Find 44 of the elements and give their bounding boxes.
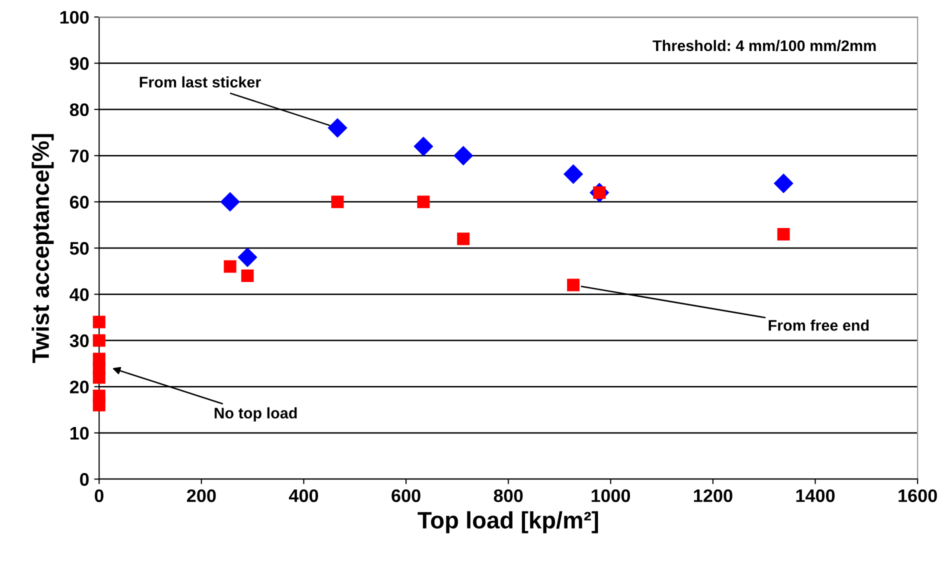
- annotation: No top load: [214, 407, 297, 422]
- y-tick-label: 80: [70, 103, 89, 116]
- point: [774, 174, 794, 193]
- y-axis-title: Twist acceptance[%]: [32, 134, 54, 364]
- annotation: From last sticker: [140, 76, 261, 88]
- x-tick-label: 1400: [796, 489, 835, 502]
- point: [417, 196, 430, 208]
- point: [564, 164, 583, 184]
- annotation: Threshold: 4 mm/100 mm/2mm: [652, 40, 876, 52]
- y-tick-label: 70: [70, 150, 89, 162]
- point: [454, 146, 473, 166]
- x-tick-label: 600: [392, 489, 420, 502]
- point: [777, 228, 790, 240]
- x-tick-label: 200: [186, 489, 216, 502]
- point: [92, 398, 106, 412]
- point: [457, 232, 470, 246]
- x-tick-label: 0: [94, 489, 104, 502]
- y-tick-label: 50: [70, 242, 89, 255]
- y-tick-label: 20: [70, 380, 89, 394]
- point: [92, 371, 106, 384]
- x-tick-label: 400: [288, 489, 318, 502]
- point: [331, 196, 344, 208]
- point: [567, 278, 580, 292]
- point: [92, 334, 106, 347]
- y-tick-label: 30: [70, 334, 89, 348]
- point: [224, 260, 236, 273]
- x-tick-label: 1200: [694, 489, 732, 502]
- point: [238, 248, 257, 267]
- y-tick-label: 100: [60, 10, 89, 24]
- y-tick-label: 60: [70, 196, 89, 209]
- point: [241, 270, 254, 282]
- x-tick-label: 800: [494, 489, 523, 502]
- x-tick-label: 1600: [898, 489, 937, 502]
- y-tick-label: 90: [70, 57, 89, 70]
- point: [328, 118, 348, 138]
- x-tick-label: 1000: [592, 489, 630, 502]
- y-tick-label: 40: [70, 288, 89, 301]
- x-axis-title: Top load [kp/m²]: [418, 511, 598, 534]
- annotation: From free end: [768, 320, 869, 331]
- point: [414, 136, 433, 156]
- point: [92, 316, 106, 328]
- y-tick-label: 0: [80, 473, 89, 486]
- point: [220, 192, 240, 212]
- y-tick-label: 10: [70, 426, 89, 440]
